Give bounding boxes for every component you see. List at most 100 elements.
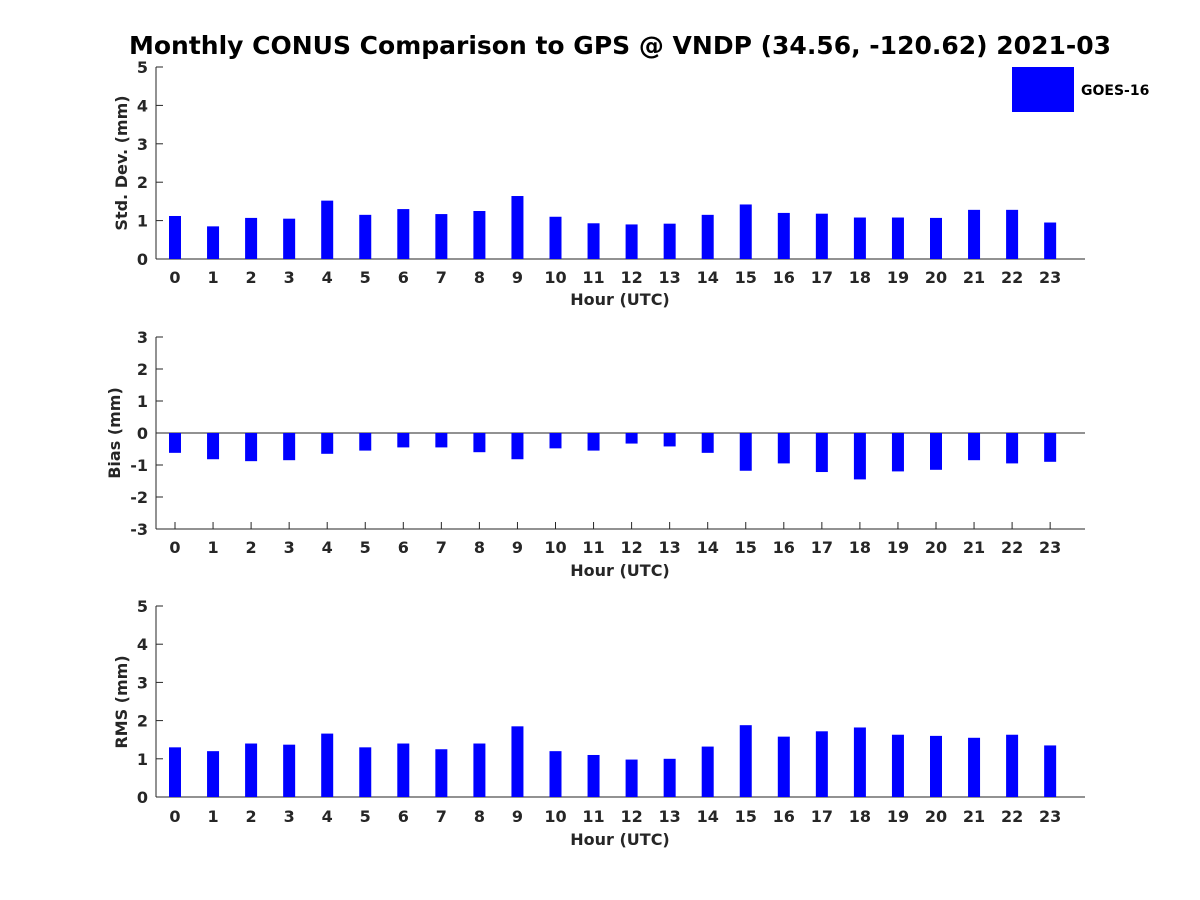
std-dev-xtick-label: 19 [887,268,909,287]
std-dev-xtick-label: 0 [169,268,180,287]
bias-xtick-label: 12 [620,538,642,557]
rms-ytick-label: 5 [137,597,148,616]
rms-xlabel: Hour (UTC) [570,830,670,849]
legend-label-goes-16: GOES-16 [1081,83,1149,99]
rms-bar-hour-10 [549,751,562,797]
std-dev-bar-hour-13 [663,223,676,259]
bias-xtick-label: 16 [773,538,795,557]
rms-bar-hour-6 [397,743,410,797]
bias-xtick-label: 8 [474,538,485,557]
std-dev-xtick-label: 10 [544,268,566,287]
std-dev-xtick-label: 12 [620,268,642,287]
rms-bar-hour-15 [739,725,752,797]
rms-bar-hour-5 [359,747,372,797]
bias-bar-hour-10 [549,433,562,449]
bias-bar-hour-11 [587,433,600,451]
bias-xtick-label: 3 [284,538,295,557]
bias-ytick-label: 3 [137,328,148,347]
bias-ytick-label: 1 [137,392,148,411]
std-dev-bar-hour-5 [359,214,372,259]
std-dev-bar-hour-10 [549,216,562,259]
std-dev-ytick-label: 5 [137,58,148,77]
std-dev-bar-hour-12 [625,224,638,259]
bias-bar-hour-1 [207,433,220,460]
bias-xtick-label: 7 [436,538,447,557]
rms-xtick-label: 11 [582,807,604,826]
legend: GOES-16 [1012,67,1149,112]
rms-xtick-label: 13 [659,807,681,826]
std-dev-xtick-label: 2 [246,268,257,287]
bias-xtick-label: 18 [849,538,871,557]
std-dev-bar-hour-0 [169,215,181,259]
std-dev-bar-hour-1 [207,226,220,259]
bias-xtick-label: 20 [925,538,947,557]
rms-xtick-label: 21 [963,807,985,826]
bias-ytick-label: -2 [130,488,148,507]
bias-bar-hour-4 [321,433,334,454]
rms-xtick-label: 14 [697,807,719,826]
bias-xtick-label: 10 [544,538,566,557]
rms-xtick-label: 18 [849,807,871,826]
bias-xtick-label: 6 [398,538,409,557]
std-dev-bar-hour-19 [891,217,904,259]
rms-bar-hour-4 [321,733,334,797]
rms-bar-hour-22 [1006,734,1019,797]
bias-xtick-label: 19 [887,538,909,557]
rms-xtick-label: 2 [246,807,257,826]
std-dev-bar-hour-8 [473,211,486,259]
std-dev-xtick-label: 13 [659,268,681,287]
bias-xtick-label: 14 [697,538,719,557]
rms-xtick-label: 5 [360,807,371,826]
rms-ytick-label: 4 [137,635,148,654]
bias-bar-hour-9 [511,433,524,460]
std-dev-bar-hour-20 [930,217,942,259]
rms-xtick-label: 17 [811,807,833,826]
legend-swatch-goes-16 [1012,67,1074,112]
std-dev-bar-hour-9 [511,196,524,259]
rms-bar-hour-12 [625,759,638,797]
rms-xtick-label: 6 [398,807,409,826]
bias-bar-hour-3 [283,433,296,461]
rms-ytick-label: 1 [137,750,148,769]
std-dev-bar-hour-17 [815,213,828,259]
rms-bar-hour-9 [511,726,524,797]
bias-ytick-label: 2 [137,360,148,379]
std-dev-ytick-label: 3 [137,135,148,154]
bias-xtick-label: 15 [735,538,757,557]
std-dev-bar-hour-23 [1044,222,1057,259]
bias-xtick-label: 21 [963,538,985,557]
rms-bar-hour-18 [853,727,866,797]
bias-ylabel: Bias (mm) [105,387,124,479]
rms-bar-hour-1 [207,751,220,797]
std-dev-xtick-label: 9 [512,268,523,287]
bias-xtick-label: 1 [207,538,218,557]
bias-bar-hour-22 [1006,433,1019,464]
rms-bar-hour-14 [701,746,714,797]
bias-xtick-label: 23 [1039,538,1061,557]
std-dev-ytick-label: 4 [137,96,148,115]
rms-xtick-label: 8 [474,807,485,826]
rms-xtick-label: 12 [620,807,642,826]
std-dev-bar-hour-4 [321,200,334,259]
std-dev-bar-hour-21 [968,209,981,259]
std-dev-xtick-label: 18 [849,268,871,287]
std-dev-xtick-label: 15 [735,268,757,287]
bias-bar-hour-18 [853,433,866,480]
rms-xtick-label: 10 [544,807,566,826]
rms-xtick-label: 3 [284,807,295,826]
rms-xtick-label: 19 [887,807,909,826]
rms-bar-hour-0 [169,747,181,797]
bias-bar-hour-21 [968,433,981,461]
bias-bar-hour-6 [397,433,410,448]
rms-bar-hour-8 [473,743,486,797]
bias-xtick-label: 2 [246,538,257,557]
rms-xtick-label: 15 [735,807,757,826]
bias-bar-hour-12 [625,433,638,444]
bias-ytick-label: 0 [137,424,148,443]
std-dev-bar-hour-2 [245,217,258,259]
rms-xtick-label: 20 [925,807,947,826]
